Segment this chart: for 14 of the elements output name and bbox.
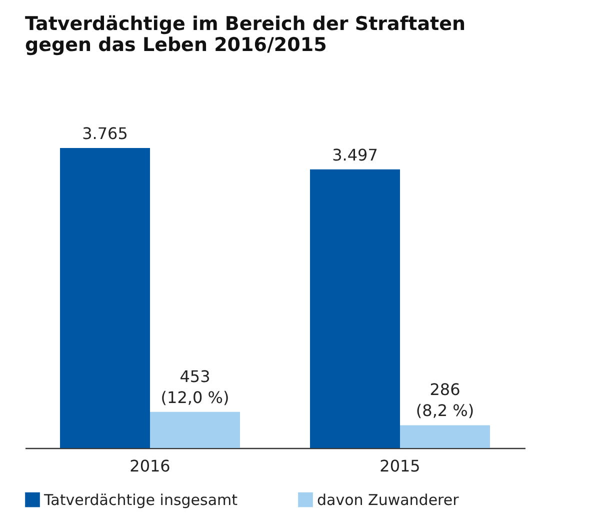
x-tick-label: 2015 <box>380 456 420 476</box>
bar <box>60 148 150 448</box>
data-label: 3.765 <box>82 124 128 143</box>
legend-label: Tatverdächtige insgesamt <box>43 490 238 509</box>
text: 286 (8,2 %) <box>416 380 474 420</box>
x-tick-label: 2016 <box>130 456 170 476</box>
text: Tatverdächtige im Bereich der Straftaten <box>25 13 466 35</box>
data-label: 3.497 <box>332 145 378 164</box>
legend-label: davon Zuwanderer <box>317 490 460 509</box>
bar <box>400 425 490 448</box>
bar <box>150 412 240 448</box>
text: 453 (12,0 %) <box>160 366 230 407</box>
text: gegen das Leben 2016/2015 <box>25 34 327 56</box>
bar <box>310 169 400 448</box>
